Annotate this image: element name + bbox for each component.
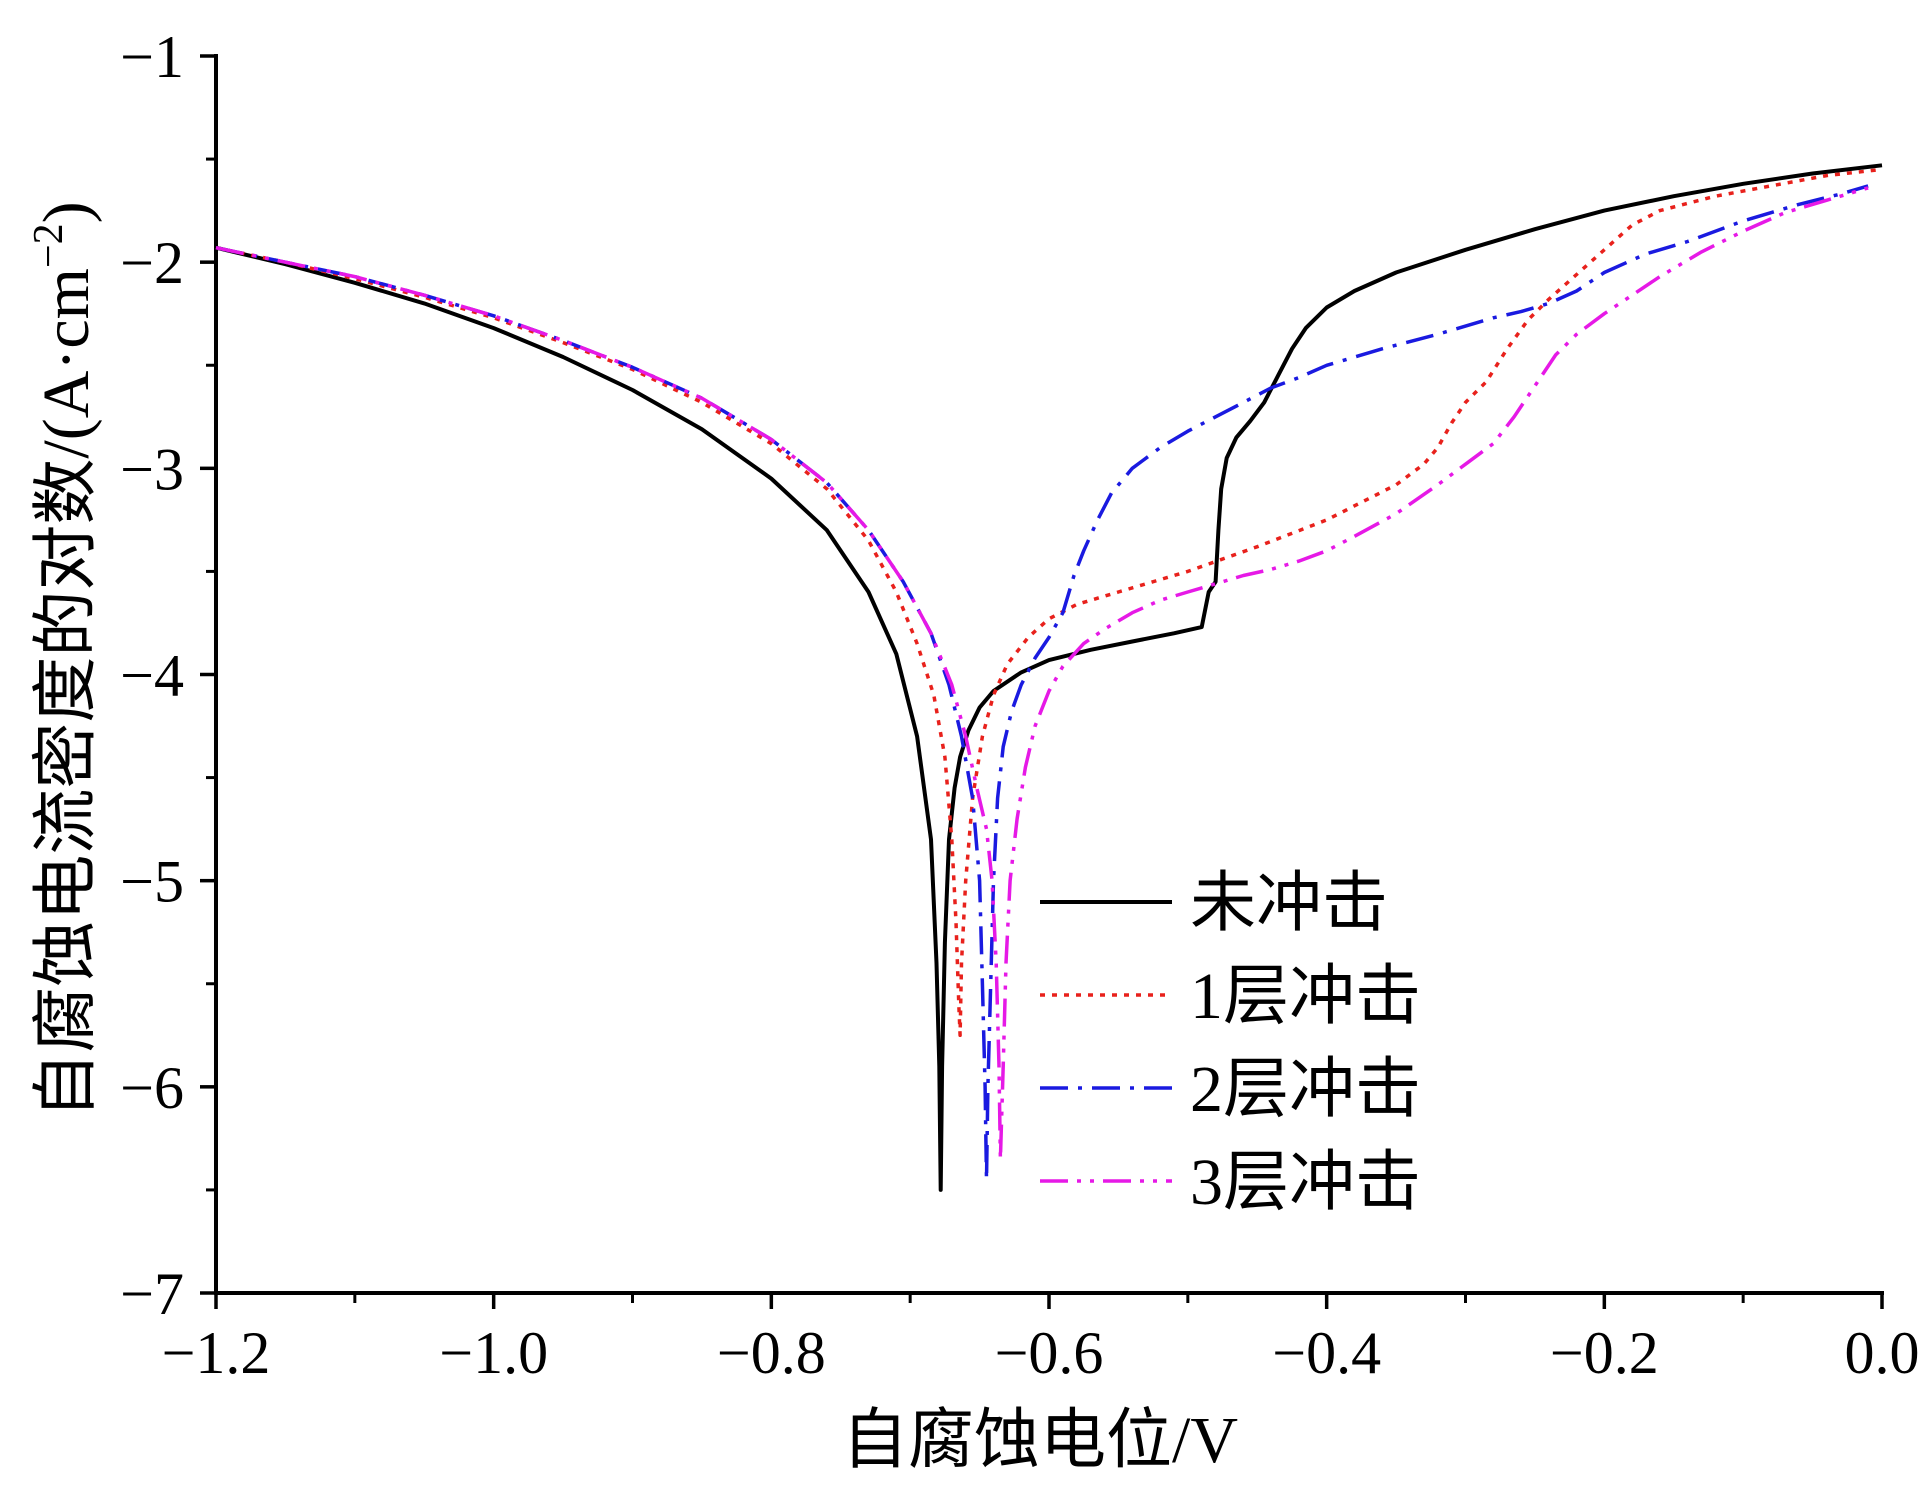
x-tick-label: −0.6 <box>995 1320 1104 1386</box>
legend-item-3: 3层冲击 <box>1040 1146 1421 1219</box>
legend-item-0: 未冲击 <box>1040 867 1388 940</box>
series-line-0 <box>215 163 1883 1192</box>
legend-label-3: 3层冲击 <box>1190 1146 1421 1219</box>
y-axis-title: 自腐蚀电流密度的对数/(A·cm−2) <box>26 201 103 1118</box>
y-tick-label: −2 <box>120 230 184 296</box>
y-tick-label: −5 <box>120 849 184 915</box>
series-line-1 <box>215 167 1883 1038</box>
legend-label-2: 2层冲击 <box>1190 1053 1421 1126</box>
series-line-2 <box>215 184 1869 1182</box>
x-tick-label: −0.2 <box>1550 1320 1659 1386</box>
legend-label-0: 未冲击 <box>1190 867 1388 940</box>
x-axis-title: 自腐蚀电位/V <box>842 1404 1238 1477</box>
y-tick-label: −7 <box>120 1261 184 1327</box>
y-tick-label: −6 <box>120 1055 184 1121</box>
y-axis-title-close: ) <box>30 201 103 223</box>
y-axis-title-superscript: −2 <box>26 223 72 268</box>
y-tick-label: −4 <box>120 643 184 709</box>
x-tick-label: −0.8 <box>717 1320 826 1386</box>
x-tick-label: −1.2 <box>162 1320 271 1386</box>
series-line-3 <box>215 186 1869 1161</box>
x-tick-label: −1.0 <box>439 1320 548 1386</box>
x-tick-label: 0.0 <box>1845 1320 1920 1386</box>
legend-item-1: 1层冲击 <box>1040 960 1421 1033</box>
y-tick-label: −3 <box>120 436 184 502</box>
x-tick-label: −0.4 <box>1272 1320 1381 1386</box>
legend-label-1: 1层冲击 <box>1190 960 1421 1033</box>
legend: 未冲击 1层冲击 2层冲击 3层冲击 <box>1040 867 1421 1219</box>
y-tick-label: −1 <box>120 24 184 90</box>
y-axis-title-main: 自腐蚀电流密度的对数/(A·cm <box>30 268 103 1119</box>
axes: −1.2 −1.0 −0.8 −0.6 −0.4 −0.2 0.0 −7 −6 −5 −4 −3 −2 −… <box>120 24 1919 1386</box>
series-layer <box>215 163 1883 1192</box>
legend-item-2: 2层冲击 <box>1040 1053 1421 1126</box>
